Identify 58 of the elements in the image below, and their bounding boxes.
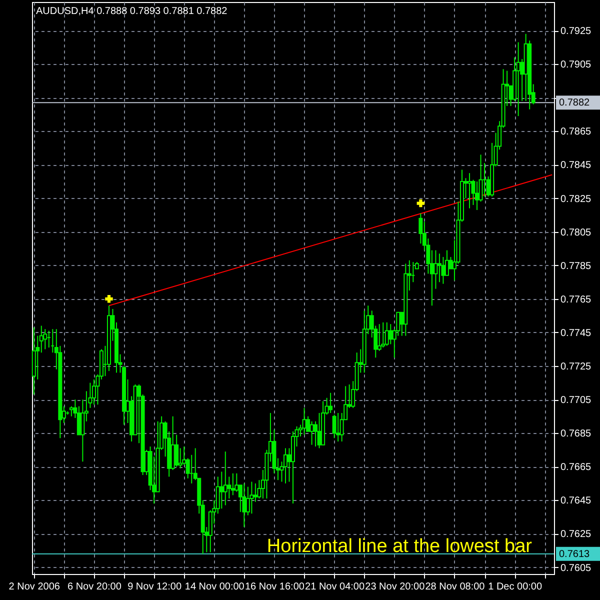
x-tick-label: 14 Nov 00:00 [184, 582, 245, 592]
candlestick [230, 472, 235, 496]
y-tick-label: 0.7825 [560, 194, 592, 205]
candlestick [250, 481, 254, 514]
candlestick [516, 42, 520, 117]
candlestick [43, 328, 48, 350]
x-tick-label: 1 Dec 00:00 [488, 582, 542, 592]
candlestick [283, 448, 288, 484]
y-tick-label: 0.7605 [560, 562, 592, 574]
candlestick [170, 416, 175, 470]
y-tick-label: 0.7925 [560, 26, 592, 38]
ref-line-label: 0.7613 [559, 548, 590, 560]
annotation: Horizontal line at the lowest bar [266, 536, 533, 557]
x-tick-label: 2 Nov 2006 [8, 582, 60, 592]
x-tick-label: 21 Nov 04:00 [305, 582, 365, 592]
y-tick-label: 0.7785 [560, 260, 592, 272]
candlestick [69, 406, 74, 417]
candlestick [302, 407, 306, 436]
candlestick [336, 412, 340, 442]
x-tick-label: 16 Nov 16:00 [244, 582, 305, 592]
candlestick [475, 180, 480, 210]
candlestick [468, 172, 472, 209]
candlestick [328, 392, 333, 414]
candlestick [441, 256, 446, 284]
candlestick [384, 322, 389, 346]
x-tick-label: 23 Nov 20:00 [365, 582, 426, 592]
candlestick [381, 322, 386, 348]
candlestick [437, 253, 442, 283]
y-tick-label: 0.7765 [560, 294, 592, 306]
candlestick [92, 378, 96, 406]
y-tick-label: 0.7745 [560, 328, 592, 339]
candlestick [388, 324, 393, 345]
y-tick-label: 0.7665 [560, 462, 592, 474]
candlestick [174, 434, 179, 468]
candlestick [317, 412, 322, 449]
candlestick [227, 476, 232, 500]
candlestick [377, 324, 382, 352]
chart-title: AUDUSD,H4 0.7888 0.7893 0.7881 0.7882 [36, 6, 228, 17]
candlestick [242, 482, 246, 528]
candlestick [223, 451, 228, 506]
x-tick-label: 28 Nov 08:00 [425, 582, 486, 592]
y-tick-label: 0.7845 [560, 160, 592, 172]
candlestick [310, 420, 314, 446]
x-tick-label: 6 Nov 20:00 [67, 582, 122, 592]
candlestick [220, 471, 224, 510]
y-tick-label: 0.7805 [560, 227, 592, 238]
candlestick [332, 414, 336, 439]
ref-line-label: 0.7882 [559, 98, 590, 109]
y-tick-label: 0.7685 [560, 428, 592, 440]
candlestick [178, 448, 182, 469]
y-tick-label: 0.7645 [560, 496, 592, 507]
y-tick-label: 0.7905 [560, 60, 592, 71]
y-tick-label: 0.7865 [560, 126, 592, 138]
y-tick-label: 0.7625 [560, 529, 592, 540]
x-tick-label: 9 Nov 12:00 [128, 582, 182, 592]
y-tick-label: 0.7725 [560, 362, 592, 372]
y-tick-label: 0.7705 [560, 395, 592, 406]
candlestick [253, 482, 258, 502]
